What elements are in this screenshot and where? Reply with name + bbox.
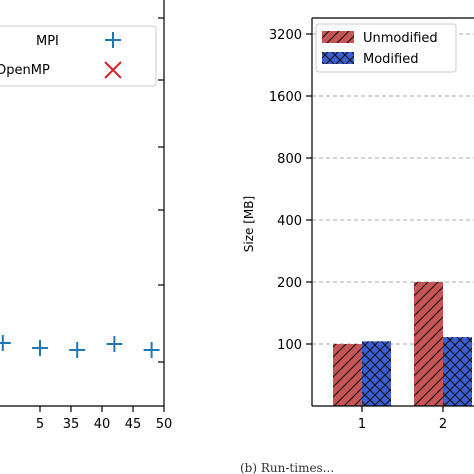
left-right-ticks — [158, 17, 164, 363]
legend-label-modified: Modified — [363, 52, 418, 67]
right-y-tick-label: 200 — [277, 276, 302, 291]
right-y-ticks: 100 200 400 800 1600 3200 — [269, 28, 312, 353]
legend-label-openmp: OpenMP — [0, 63, 50, 78]
right-y-tick-label: 3200 — [269, 28, 302, 43]
bar-hatch — [362, 341, 391, 406]
right-x-tick-label: 1 — [358, 417, 366, 432]
data-point-mpi — [143, 342, 160, 358]
legend-swatch-unmodified-hatch — [322, 31, 354, 43]
data-point-mpi — [32, 340, 48, 356]
legend-label-unmodified: Unmodified — [363, 31, 438, 46]
bar-hatch — [414, 282, 443, 406]
left-legend-box — [0, 25, 157, 87]
data-point-mpi — [0, 335, 11, 351]
right-bars — [333, 282, 472, 406]
left-x-tick-label: 40 — [94, 417, 111, 432]
bar-hatch — [333, 344, 362, 406]
left-x-tick-label: 50 — [156, 417, 173, 432]
right-y-tick-label: 1600 — [269, 90, 302, 105]
right-x-tick-label: 2 — [439, 417, 447, 432]
data-point-mpi — [69, 342, 86, 358]
left-panel: 5 35 40 45 50 MPI OpenMP — [0, 0, 172, 432]
right-y-axis-label: Size [MB] — [242, 196, 256, 252]
bar-hatch — [443, 337, 472, 406]
right-legend: Unmodified Modified — [315, 23, 457, 73]
legend-marker-openmp — [104, 61, 122, 79]
left-x-tick-label: 45 — [125, 417, 142, 432]
left-data-points — [0, 335, 160, 358]
legend-marker-mpi — [105, 32, 121, 48]
right-gridlines — [312, 33, 474, 345]
data-point-mpi — [106, 336, 123, 352]
left-x-tick-label: 35 — [63, 417, 80, 432]
left-legend: MPI OpenMP — [0, 25, 157, 87]
left-x-ticks: 5 35 40 45 50 — [36, 406, 172, 432]
right-y-tick-label: 100 — [277, 338, 302, 353]
caption-fragment: (b) Run-times... — [240, 461, 334, 474]
legend-swatch-modified-hatch — [322, 52, 354, 64]
left-x-tick-label: 5 — [36, 417, 44, 432]
legend-label-mpi: MPI — [36, 34, 59, 49]
right-y-tick-label: 800 — [277, 152, 302, 167]
right-y-tick-label: 400 — [277, 214, 302, 229]
